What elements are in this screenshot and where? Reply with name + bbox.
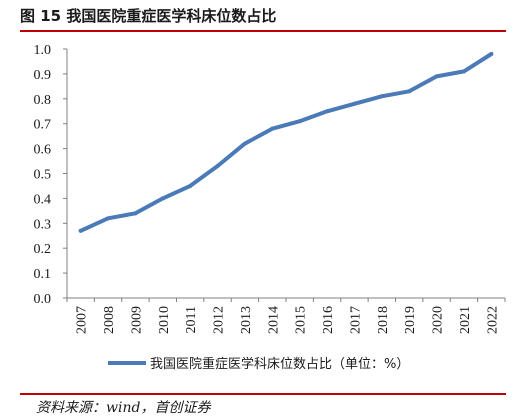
x-tick-label: 2018 bbox=[376, 306, 391, 334]
data-point bbox=[461, 69, 466, 74]
x-tick-label: 2012 bbox=[212, 306, 227, 334]
x-tick-label: 2011 bbox=[184, 306, 199, 333]
data-point bbox=[297, 119, 302, 124]
data-point bbox=[133, 211, 138, 216]
x-tick-label: 2010 bbox=[157, 306, 172, 334]
y-tick-label: 0.8 bbox=[34, 93, 52, 108]
x-tick-label: 2021 bbox=[458, 306, 473, 334]
bottom-rule bbox=[20, 393, 506, 395]
data-point bbox=[106, 216, 111, 221]
data-point bbox=[407, 89, 412, 94]
y-tick-label: 0.0 bbox=[34, 292, 52, 307]
x-tick-label: 2008 bbox=[102, 306, 117, 334]
legend-label: 我国医院重症医学科床位数占比（单位：%） bbox=[150, 356, 409, 372]
x-tick-label: 2016 bbox=[321, 306, 336, 334]
line-chart: 0.00.10.20.30.40.50.60.70.80.91.0 2007 20… bbox=[34, 43, 506, 372]
y-tick-label: 0.2 bbox=[34, 242, 52, 257]
legend: 我国医院重症医学科床位数占比（单位：%） bbox=[108, 356, 409, 372]
y-tick-label: 0.5 bbox=[34, 168, 52, 183]
data-point bbox=[352, 101, 357, 106]
x-tick-label: 2007 bbox=[75, 306, 90, 334]
y-tick-label: 0.6 bbox=[34, 143, 52, 158]
y-tick-label: 0.9 bbox=[34, 68, 52, 83]
figure-title: 图 15 我国医院重症医学科床位数占比 bbox=[20, 7, 277, 25]
x-tick-label: 2015 bbox=[294, 306, 309, 334]
data-point bbox=[242, 141, 247, 146]
data-point bbox=[78, 228, 83, 233]
x-tick-label: 2013 bbox=[239, 306, 254, 334]
data-point bbox=[215, 164, 220, 169]
data-point bbox=[434, 74, 439, 79]
x-tick-label: 2019 bbox=[403, 306, 418, 334]
figure-header: 图 15 我国医院重症医学科床位数占比 bbox=[0, 0, 522, 30]
x-tick-label: 2017 bbox=[348, 306, 363, 334]
y-tick-label: 0.4 bbox=[34, 192, 52, 207]
y-axis: 0.0 0.1 0.2 0.3 0.4 0.5 0.6 0.7 0.8 0.9 1.0 bbox=[34, 43, 68, 307]
y-tick-label: 0.7 bbox=[34, 118, 52, 133]
top-rule bbox=[20, 30, 506, 32]
y-tick-label: 0.1 bbox=[34, 267, 52, 282]
series-line bbox=[78, 52, 494, 233]
source-note: 资料来源：wind，首创证券 bbox=[36, 400, 211, 416]
x-axis: 2007 2008 2009 2010 2011 2012 2013 2014 2015 2016… bbox=[66, 297, 506, 334]
data-point bbox=[325, 109, 330, 114]
data-point bbox=[489, 51, 494, 56]
y-tick-label: 1.0 bbox=[34, 43, 52, 58]
x-tick-label: 2014 bbox=[266, 306, 281, 334]
data-point bbox=[270, 126, 275, 131]
y-tick-label: 0.3 bbox=[34, 217, 52, 232]
data-point bbox=[160, 196, 165, 201]
data-point bbox=[188, 183, 193, 188]
series-layer bbox=[78, 51, 494, 233]
x-tick-label: 2020 bbox=[431, 306, 446, 334]
x-tick-label: 2022 bbox=[485, 306, 500, 334]
x-tick-label: 2009 bbox=[129, 306, 144, 334]
data-point bbox=[379, 94, 384, 99]
